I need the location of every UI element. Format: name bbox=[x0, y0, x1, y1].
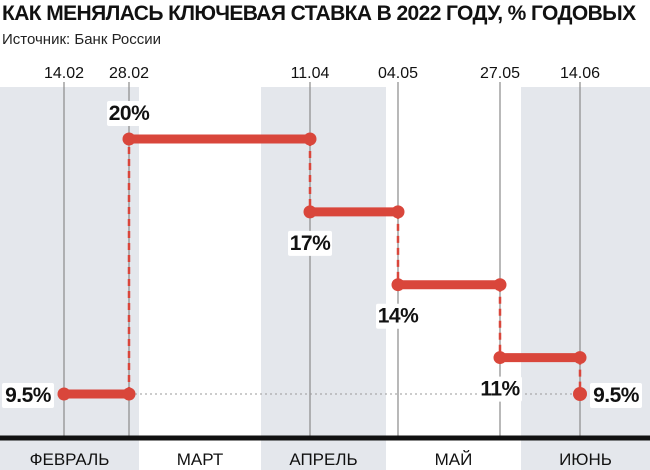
rate-point bbox=[493, 351, 507, 365]
rate-point bbox=[303, 205, 317, 219]
rate-label-bg bbox=[107, 101, 151, 126]
rate-point bbox=[573, 387, 587, 401]
rate-label: 9.5% bbox=[593, 384, 640, 407]
date-label: 14.06 bbox=[560, 65, 600, 82]
month-label: ИЮНЬ bbox=[559, 450, 612, 469]
date-label: 27.05 bbox=[480, 65, 520, 82]
month-band bbox=[521, 87, 650, 470]
rate-point bbox=[493, 278, 507, 292]
month-label: АПРЕЛЬ bbox=[289, 450, 357, 469]
month-label: ФЕВРАЛЬ bbox=[30, 450, 110, 469]
date-label: 14.02 bbox=[44, 65, 84, 82]
rate-label-bg bbox=[288, 230, 332, 256]
rate-label: 11% bbox=[480, 378, 520, 401]
rate-points bbox=[57, 132, 587, 401]
rate-label: 17% bbox=[290, 232, 331, 255]
date-label: 04.05 bbox=[378, 65, 418, 82]
rate-point bbox=[303, 132, 317, 146]
rate-labels: 9.5% 20% 17% 14% 11% 9.5% bbox=[2, 101, 642, 408]
rate-point bbox=[122, 387, 136, 401]
rate-label-bg bbox=[478, 376, 522, 402]
rate-label: 9.5% bbox=[5, 384, 52, 407]
rate-point bbox=[57, 387, 71, 401]
month-label: МАЙ bbox=[435, 450, 473, 469]
rate-label-bg bbox=[590, 383, 642, 408]
chart-source: Источник: Банк России bbox=[2, 31, 162, 48]
month-label: МАРТ bbox=[177, 450, 223, 469]
rate-label-bg bbox=[376, 303, 420, 329]
month-bands bbox=[0, 87, 650, 470]
rate-label-bg bbox=[2, 383, 54, 408]
month-band bbox=[0, 87, 139, 470]
rate-point bbox=[391, 278, 405, 292]
month-band bbox=[261, 87, 386, 470]
rate-point bbox=[573, 351, 587, 365]
month-axis: ФЕВРАЛЬ МАРТ АПРЕЛЬ МАЙ ИЮНЬ bbox=[0, 435, 650, 469]
rate-label: 14% bbox=[378, 305, 419, 328]
date-label: 28.02 bbox=[109, 65, 149, 82]
date-labels: 14.02 28.02 11.04 04.05 27.05 14.06 bbox=[44, 65, 600, 82]
rate-point bbox=[391, 205, 405, 219]
rate-segments bbox=[59, 134, 585, 399]
date-label: 11.04 bbox=[291, 65, 330, 82]
rate-label: 20% bbox=[109, 102, 150, 125]
chart-title: КАК МЕНЯЛАСЬ КЛЮЧЕВАЯ СТАВКА В 2022 ГОДУ… bbox=[2, 2, 636, 25]
rate-point bbox=[122, 132, 136, 146]
